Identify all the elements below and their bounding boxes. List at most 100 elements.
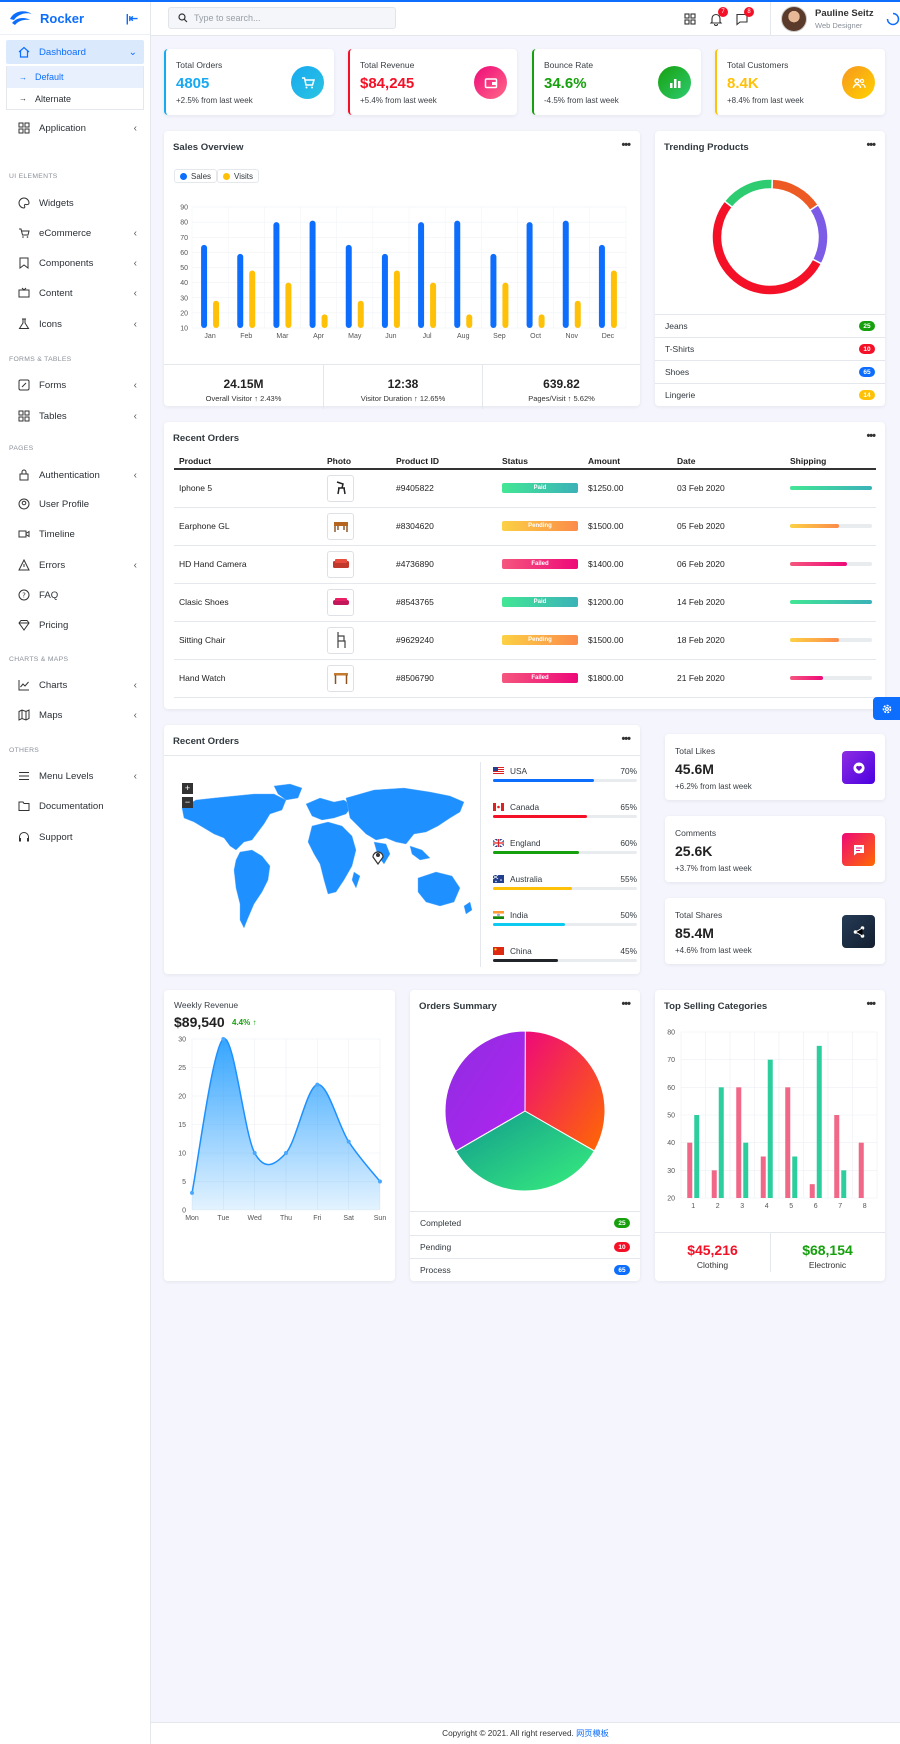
list-item[interactable]: Process 65 — [410, 1258, 640, 1281]
column-header[interactable]: Amount — [583, 454, 672, 469]
y-tick-label: 40 — [180, 280, 188, 287]
y-tick-label: 50 — [667, 1113, 675, 1120]
table-row[interactable]: HD Hand Camera #4736890 Failed $1400.00 … — [174, 545, 876, 583]
y-tick-label: 30 — [667, 1168, 675, 1175]
more-options-icon[interactable]: ••• — [866, 430, 875, 442]
flag-china-icon — [493, 947, 504, 955]
list-item[interactable]: Jeans 25 — [655, 314, 885, 337]
x-tick-label: Jan — [204, 333, 215, 340]
sidebar-toggle-icon[interactable]: |⇤ — [126, 12, 138, 25]
more-options-icon[interactable]: ••• — [866, 998, 875, 1010]
list-item[interactable]: T-Shirts 10 — [655, 337, 885, 360]
country-name: Australia — [510, 874, 542, 884]
list-item[interactable]: Canada 65% — [493, 802, 637, 838]
sidebar-subitem-alternate[interactable]: → Alternate — [6, 88, 144, 110]
legend-sales[interactable]: Sales — [174, 169, 217, 183]
section-caption: OTHERS — [9, 747, 39, 754]
more-options-icon[interactable]: ••• — [866, 139, 875, 151]
sidebar-item-components[interactable]: Components ‹ — [6, 251, 144, 275]
sidebar-item-content[interactable]: Content ‹ — [6, 281, 144, 305]
settings-gear-button[interactable] — [873, 697, 900, 720]
sidebar-item-label: Charts — [39, 680, 67, 691]
more-options-icon[interactable]: ••• — [621, 998, 630, 1010]
sidebar-item-user-profile[interactable]: User Profile — [6, 492, 144, 516]
sidebar-item-pricing[interactable]: Pricing — [6, 613, 144, 637]
sidebar-subitem-default[interactable]: → Default — [6, 66, 144, 88]
legend-label: Sales — [191, 172, 211, 181]
user-circle-icon — [18, 498, 30, 510]
country-name: India — [510, 910, 528, 920]
messages-icon[interactable]: 8 — [735, 12, 749, 26]
table-row[interactable]: Clasic Shoes #8543765 Paid $1200.00 14 F… — [174, 583, 876, 621]
table-row[interactable]: Earphone GL #8304620 Pending $1500.00 05… — [174, 507, 876, 545]
list-item[interactable]: Lingerie 14 — [655, 383, 885, 406]
brand[interactable]: Rocker |⇤ — [0, 2, 150, 35]
column-header[interactable]: Status — [497, 454, 583, 469]
x-tick-label: Tue — [217, 1215, 229, 1222]
search-input[interactable] — [194, 13, 384, 23]
sidebar-item-icons[interactable]: Icons ‹ — [6, 312, 144, 336]
sidebar-item-widgets[interactable]: Widgets — [6, 191, 144, 215]
country-progress — [493, 851, 637, 854]
column-header[interactable]: Shipping — [785, 454, 876, 469]
more-options-icon[interactable]: ••• — [621, 733, 630, 745]
sidebar-item-maps[interactable]: Maps ‹ — [6, 703, 144, 727]
zoom-in-button[interactable]: + — [182, 783, 193, 794]
list-item[interactable]: Pending 10 — [410, 1235, 640, 1258]
x-tick-label: 8 — [863, 1203, 867, 1210]
footer-link[interactable]: 网页模板 — [576, 1729, 609, 1738]
sidebar-item-label: Menu Levels — [39, 771, 93, 782]
search-box[interactable] — [168, 7, 396, 29]
column-header[interactable]: Product ID — [391, 454, 497, 469]
list-item[interactable]: Shoes 65 — [655, 360, 885, 383]
grid-icon — [18, 122, 30, 134]
sidebar-item-application[interactable]: Application ‹ — [6, 116, 144, 140]
more-options-icon[interactable]: ••• — [621, 139, 630, 151]
sidebar-item-authentication[interactable]: Authentication ‹ — [6, 463, 144, 487]
sidebar-item-menu-levels[interactable]: Menu Levels ‹ — [6, 764, 144, 788]
sidebar-item-faq[interactable]: ? FAQ — [6, 583, 144, 607]
table-row[interactable]: Sitting Chair #9629240 Pending $1500.00 … — [174, 621, 876, 659]
list-item[interactable]: India 50% — [493, 910, 637, 946]
world-map[interactable] — [174, 780, 474, 940]
map-marker-icon[interactable] — [371, 849, 385, 865]
sidebar-item-ecommerce[interactable]: eCommerce ‹ — [6, 221, 144, 245]
list-item[interactable]: USA 70% — [493, 766, 637, 802]
sidebar-item-timeline[interactable]: Timeline — [6, 522, 144, 546]
x-tick-label: Mon — [185, 1215, 199, 1222]
list-item[interactable]: China 45% — [493, 946, 637, 982]
svg-text:?: ? — [22, 592, 26, 600]
sidebar-item-charts[interactable]: Charts ‹ — [6, 673, 144, 697]
product-id: #8304620 — [391, 507, 497, 545]
sidebar-item-dashboard[interactable]: Dashboard ⌄ — [6, 40, 144, 64]
avatar[interactable] — [781, 6, 807, 32]
table-row[interactable]: Iphone 5 #9405822 Paid $1250.00 03 Feb 2… — [174, 469, 876, 507]
sidebar-item-label: Tables — [39, 411, 67, 422]
notifications-bell-icon[interactable]: 7 — [709, 12, 723, 26]
apps-grid-icon[interactable] — [683, 12, 697, 26]
column-header[interactable]: Photo — [322, 454, 391, 469]
bar-visits — [575, 301, 581, 328]
list-item[interactable]: Completed 25 — [410, 1211, 640, 1234]
legend-visits[interactable]: Visits — [217, 169, 259, 183]
sidebar-item-support[interactable]: Support — [6, 825, 144, 849]
sidebar-item-tables[interactable]: Tables ‹ — [6, 404, 144, 428]
sidebar-item-documentation[interactable]: Documentation — [6, 794, 144, 818]
table-header-row: Product Photo Product ID Status Amount D… — [174, 454, 876, 469]
table-row[interactable]: Hand Watch #8506790 Failed $1800.00 21 F… — [174, 659, 876, 697]
zoom-out-button[interactable]: − — [182, 797, 193, 808]
list-item[interactable]: Australia 55% — [493, 874, 637, 910]
section-caption: FORMS & TABLES — [9, 356, 72, 363]
user-menu[interactable]: Pauline Seitz Web Designer — [770, 2, 900, 36]
weekly-revenue-change: 4.4% — [232, 1018, 250, 1027]
sidebar-item-forms[interactable]: Forms ‹ — [6, 373, 144, 397]
column-header[interactable]: Date — [672, 454, 785, 469]
bar-series-1 — [859, 1143, 864, 1198]
list-item[interactable]: England 60% — [493, 838, 637, 874]
sidebar-item-errors[interactable]: Errors ‹ — [6, 553, 144, 577]
column-header[interactable]: Product — [174, 454, 322, 469]
count-badge: 25 — [614, 1218, 630, 1228]
diamond-icon — [18, 619, 30, 631]
x-tick-label: Feb — [240, 333, 252, 340]
donut-slice — [810, 205, 828, 264]
